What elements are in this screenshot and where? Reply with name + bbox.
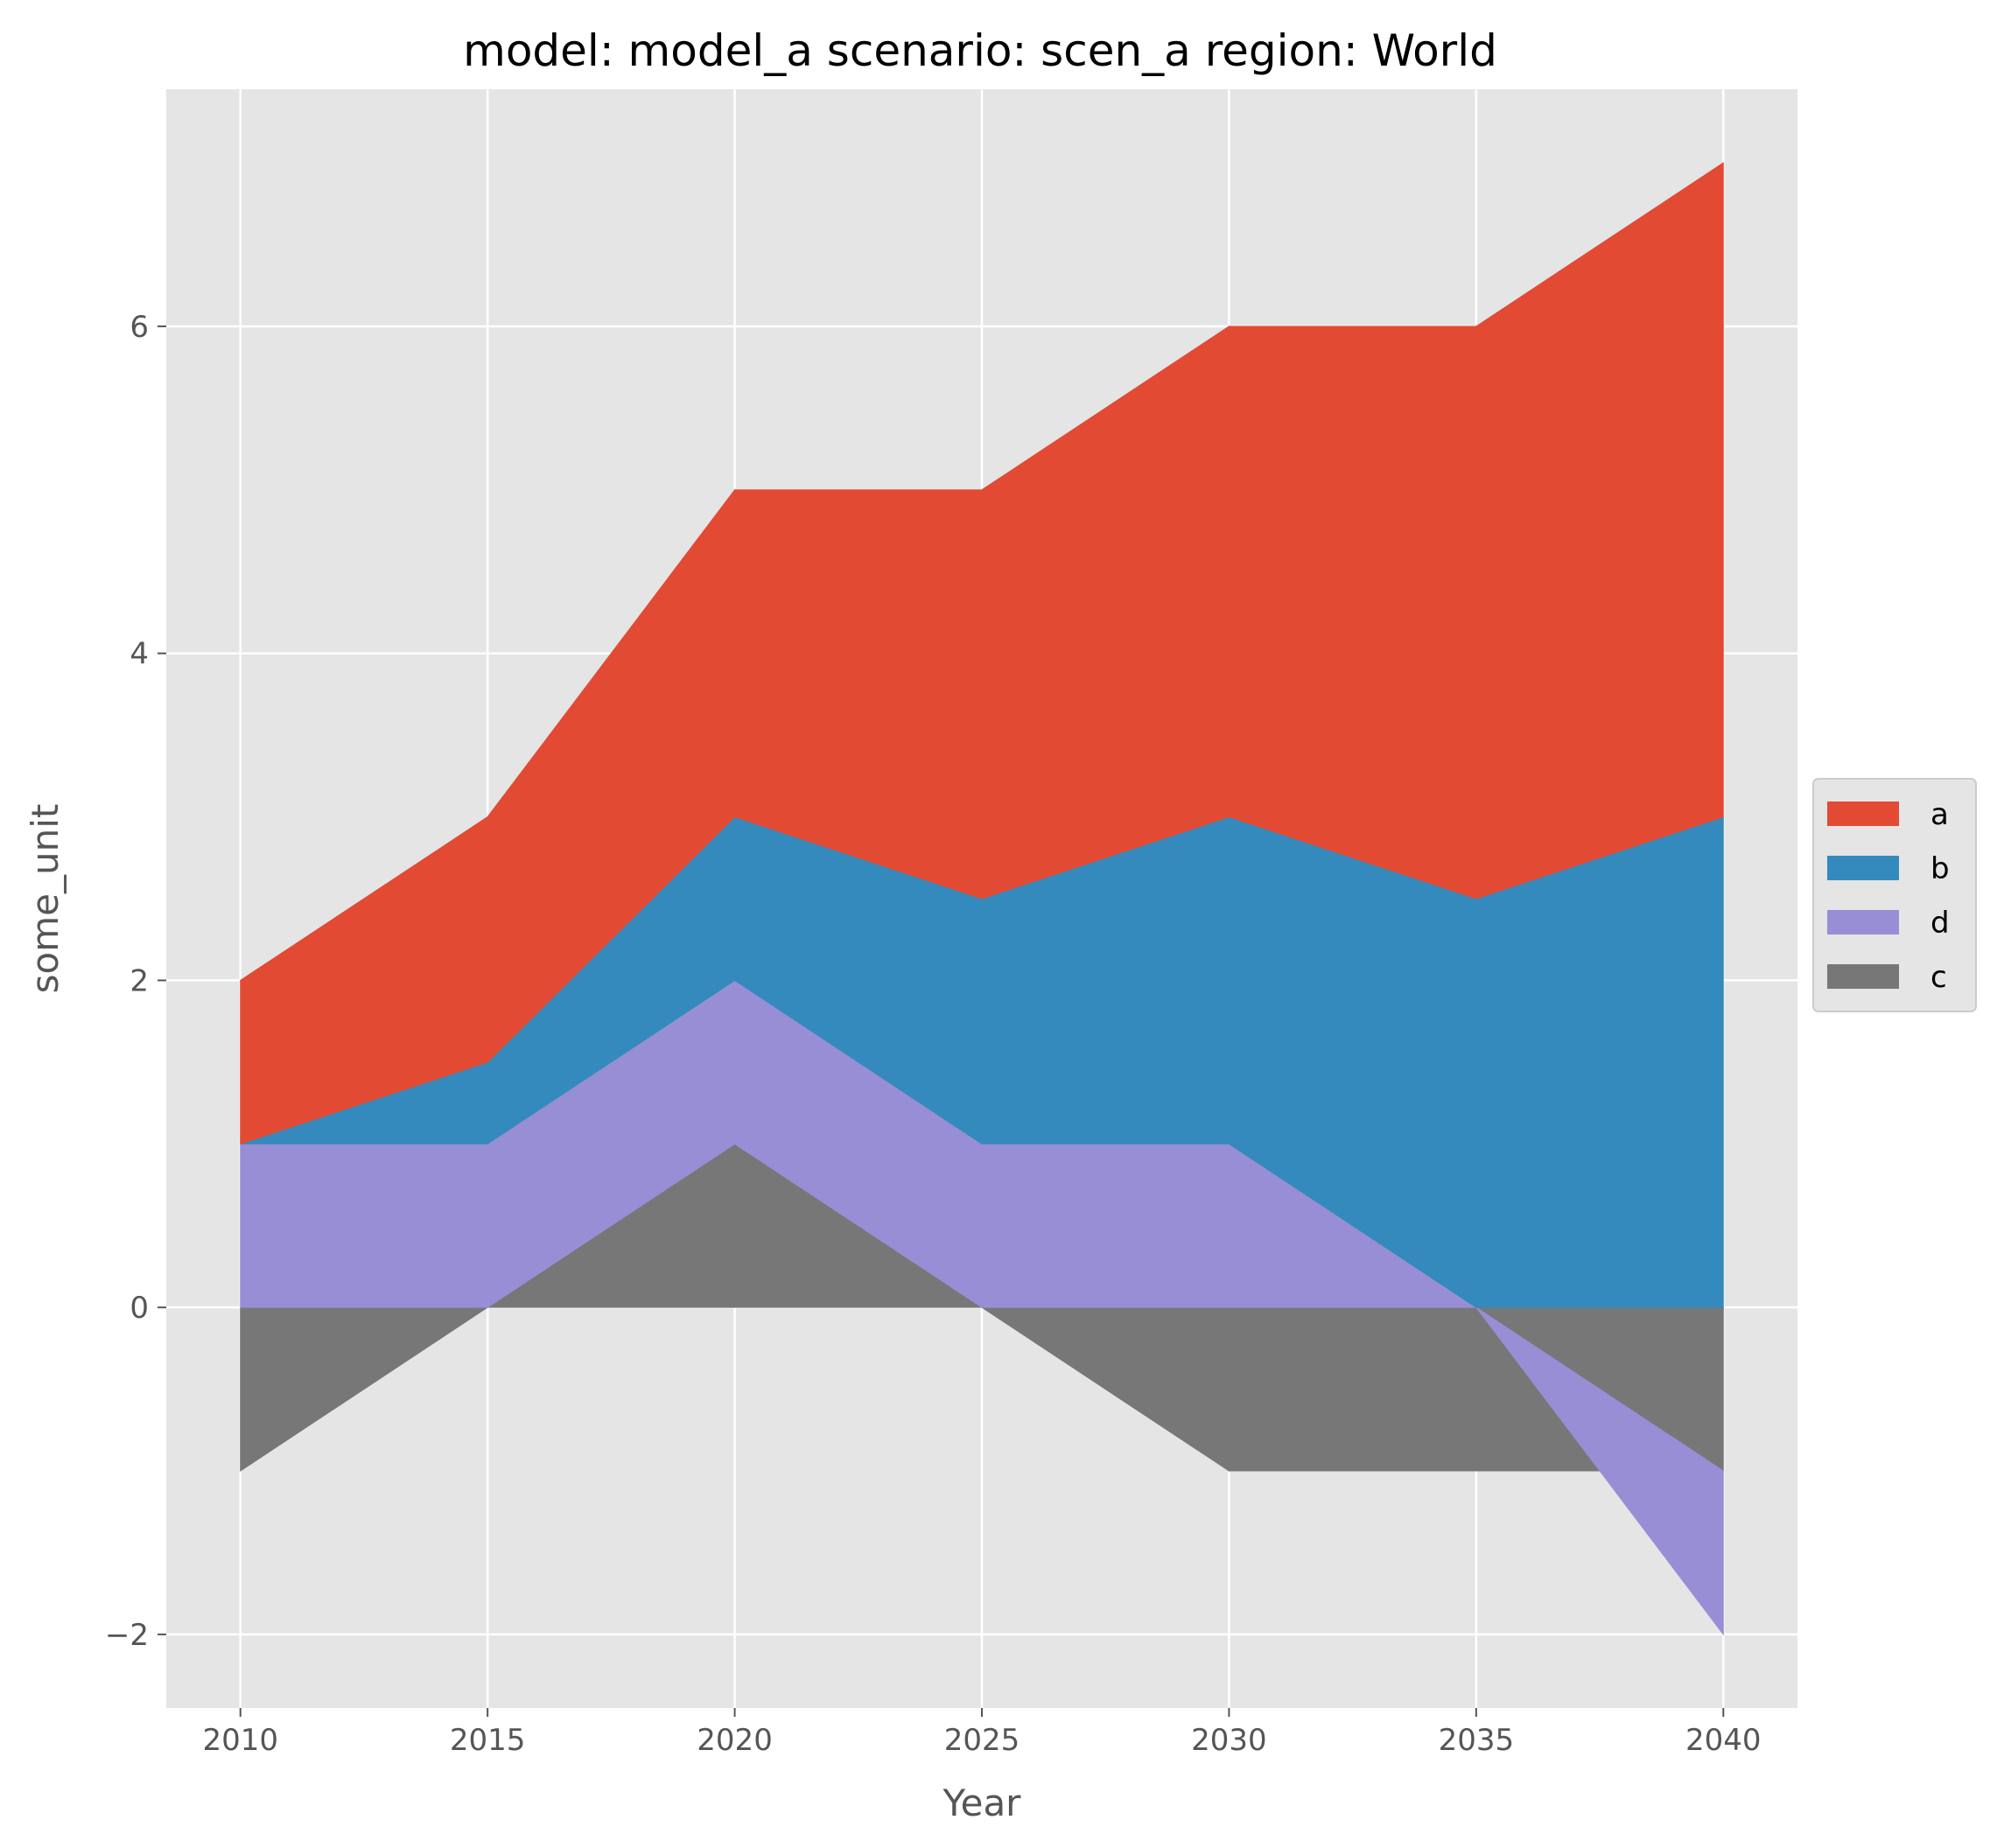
- legend-item-a: a: [1827, 797, 1949, 832]
- area-segment-d-2025: [981, 1143, 1230, 1308]
- y-tick-label-2: 2: [130, 963, 149, 998]
- legend-label-a: a: [1930, 797, 1949, 832]
- area-segment-b-2035: [1475, 816, 1724, 1308]
- y-tick-label-4: 6: [130, 310, 149, 345]
- area-series-group: [240, 162, 1724, 1636]
- area-segment-d-2010: [240, 1143, 488, 1308]
- legend-label-b: b: [1930, 851, 1950, 886]
- legend-label-c: c: [1930, 960, 1947, 995]
- legend-item-c: c: [1827, 960, 1947, 995]
- area-segment-a-2035: [1475, 162, 1724, 900]
- y-tick-label-1: 0: [130, 1291, 149, 1326]
- x-tick-label-2015: 2015: [450, 1723, 526, 1758]
- legend-swatch-b: [1827, 856, 1899, 880]
- legend-item-d: d: [1827, 906, 1950, 941]
- series-a: [240, 162, 1724, 1144]
- x-tick-label-2010: 2010: [202, 1723, 278, 1758]
- legend-box: [1812, 778, 1977, 1012]
- chart-title: model: model_a scenario: scen_a region: …: [463, 25, 1497, 76]
- legend-swatch-d: [1827, 910, 1899, 934]
- x-tick-label-2030: 2030: [1191, 1723, 1267, 1758]
- y-tick-label-3: 4: [130, 637, 149, 672]
- legend-label-d: d: [1930, 906, 1950, 941]
- series-b: [240, 816, 1724, 1309]
- area-segment-a-2030: [1228, 326, 1477, 900]
- y-tick-label-0: −2: [105, 1618, 149, 1653]
- legend-item-b: b: [1827, 851, 1950, 886]
- y-axis-title: some_unit: [24, 804, 67, 994]
- axis-ticks: 2010 2015 2020 2025 2030 2035 2040 −2 0 2 4 6: [105, 310, 1762, 1758]
- x-tick-label-2035: 2035: [1439, 1723, 1515, 1758]
- legend-swatch-a: [1827, 802, 1899, 826]
- legend-swatch-c: [1827, 964, 1899, 989]
- x-tick-label-2025: 2025: [944, 1723, 1020, 1758]
- x-axis-title: Year: [942, 1782, 1022, 1824]
- area-segment-d-2035: [1475, 1306, 1724, 1636]
- area-segment-c-2030: [1228, 1306, 1477, 1472]
- x-tick-label-2020: 2020: [697, 1723, 773, 1758]
- x-tick-label-2040: 2040: [1685, 1723, 1762, 1758]
